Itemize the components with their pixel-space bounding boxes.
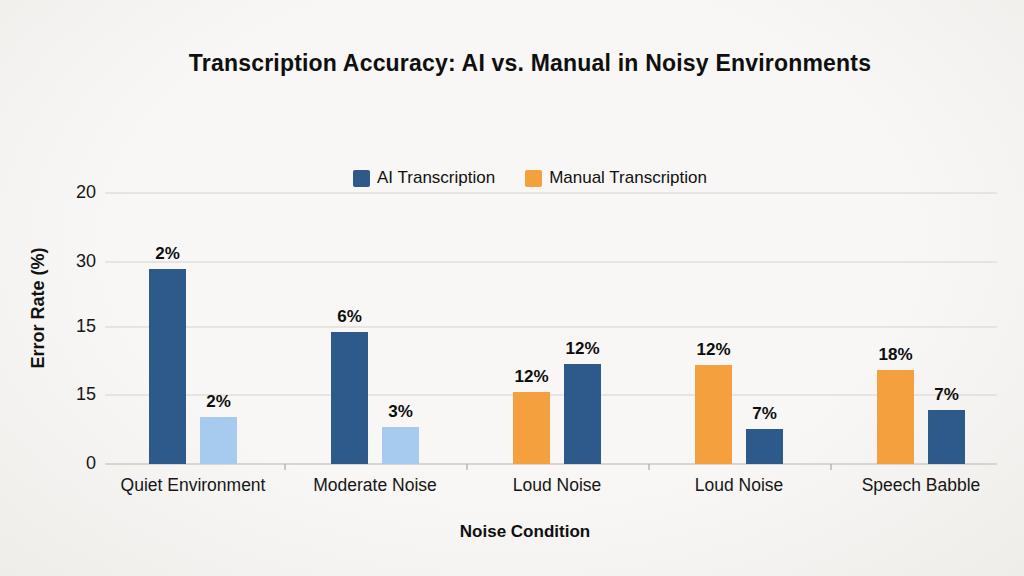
y-axis-tick-label: 0 (40, 453, 96, 474)
bar-value-label: 2% (155, 244, 180, 264)
bar-column: 2% (149, 244, 186, 464)
bar-dark_blue (928, 410, 965, 464)
bar-group: 12% 7% (648, 185, 830, 464)
y-axis-tick-label: 30 (40, 251, 96, 272)
y-axis-tick-label: 20 (40, 182, 96, 203)
x-axis-category-label: Loud Noise (466, 475, 648, 496)
bar-value-label: 12% (514, 367, 548, 387)
bar-value-label: 2% (206, 392, 231, 412)
bar-column: 7% (928, 385, 965, 464)
bar-light_blue (200, 417, 237, 464)
chart-page: { "colors": { "dark_blue": "#2e5a8b", "l… (0, 0, 1024, 576)
bar-column: 7% (746, 404, 783, 464)
bar-group: 6% 3% (284, 185, 466, 464)
bar-value-label: 7% (752, 404, 777, 424)
bar-orange (513, 392, 550, 464)
bar-column: 2% (200, 392, 237, 464)
x-axis-tick-mark (648, 464, 650, 470)
legend-swatch-icon (525, 170, 542, 187)
x-axis-tick-mark (466, 464, 468, 470)
bar-group: 12% 12% (466, 185, 648, 464)
y-axis-tick-label: 15 (40, 316, 96, 337)
bar-value-label: 6% (337, 307, 362, 327)
bar-group: 2% 2% (102, 185, 284, 464)
plot-bars: 2% 2% 6% 3% 12% 12% 12% 7% 18% 7% (102, 185, 1012, 464)
bar-group: 18% 7% (830, 185, 1012, 464)
bar-dark_blue (149, 269, 186, 464)
bar-value-label: 7% (934, 385, 959, 405)
x-axis-tick-mark (830, 464, 832, 470)
bar-orange (877, 370, 914, 464)
x-axis-category-label: Quiet Environment (102, 475, 284, 496)
y-axis-tick-label: 15 (40, 384, 96, 405)
bar-orange (695, 365, 732, 464)
bar-column: 6% (331, 307, 368, 464)
bar-value-label: 3% (388, 402, 413, 422)
x-axis-category-labels: Quiet EnvironmentModerate NoiseLoud Nois… (102, 475, 1012, 496)
bar-value-label: 18% (878, 345, 912, 365)
bar-column: 18% (877, 345, 914, 464)
bar-column: 12% (513, 367, 550, 464)
bar-dark_blue (746, 429, 783, 464)
bar-value-label: 12% (565, 339, 599, 359)
bar-column: 3% (382, 402, 419, 464)
x-axis-tick-mark (284, 464, 286, 470)
bar-column: 12% (695, 340, 732, 464)
x-axis-title: Noise Condition (0, 522, 1024, 542)
x-axis-category-label: Speech Babble (830, 475, 1012, 496)
x-axis-category-label: Loud Noise (648, 475, 830, 496)
chart-title: Transcription Accuracy: AI vs. Manual in… (0, 50, 1024, 77)
bar-value-label: 12% (696, 340, 730, 360)
bar-dark_blue (564, 364, 601, 464)
bar-light_blue (382, 427, 419, 464)
bar-column: 12% (564, 339, 601, 464)
plot-area: 203015150 2%2%6%3%12%12%12%7%18%7% (0, 185, 1024, 466)
legend-swatch-icon (353, 170, 370, 187)
bar-dark_blue (331, 332, 368, 464)
x-axis-category-label: Moderate Noise (284, 475, 466, 496)
